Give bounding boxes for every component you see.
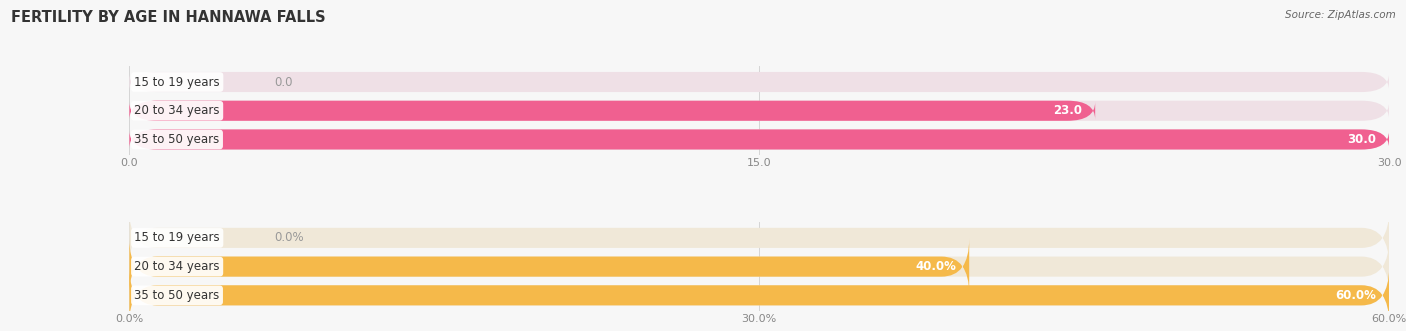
Text: 40.0%: 40.0%	[915, 260, 956, 273]
Text: 15 to 19 years: 15 to 19 years	[135, 231, 219, 244]
Text: 35 to 50 years: 35 to 50 years	[135, 289, 219, 302]
FancyBboxPatch shape	[129, 101, 1095, 121]
FancyBboxPatch shape	[129, 101, 1389, 121]
Text: 0.0: 0.0	[274, 75, 292, 88]
FancyBboxPatch shape	[129, 239, 1389, 295]
Text: 0.0%: 0.0%	[274, 231, 304, 244]
Text: 20 to 34 years: 20 to 34 years	[135, 260, 219, 273]
Text: Source: ZipAtlas.com: Source: ZipAtlas.com	[1285, 10, 1396, 20]
FancyBboxPatch shape	[129, 267, 1389, 323]
Text: 15 to 19 years: 15 to 19 years	[135, 75, 219, 88]
Text: 30.0: 30.0	[1347, 133, 1376, 146]
FancyBboxPatch shape	[129, 267, 1389, 323]
FancyBboxPatch shape	[129, 239, 969, 295]
Text: 35 to 50 years: 35 to 50 years	[135, 133, 219, 146]
Text: 23.0: 23.0	[1053, 104, 1083, 117]
FancyBboxPatch shape	[129, 72, 1389, 92]
Text: 60.0%: 60.0%	[1336, 289, 1376, 302]
FancyBboxPatch shape	[129, 210, 1389, 266]
FancyBboxPatch shape	[129, 129, 1389, 150]
FancyBboxPatch shape	[129, 129, 1389, 150]
Text: FERTILITY BY AGE IN HANNAWA FALLS: FERTILITY BY AGE IN HANNAWA FALLS	[11, 10, 326, 25]
Text: 20 to 34 years: 20 to 34 years	[135, 104, 219, 117]
